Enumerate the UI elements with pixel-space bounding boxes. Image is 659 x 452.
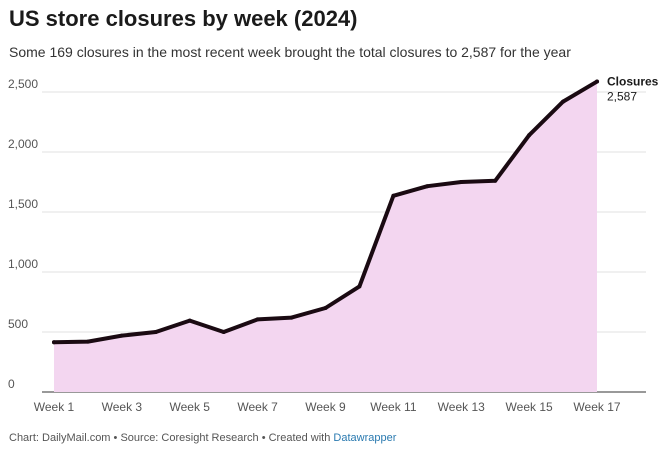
y-tick-label: 1,500 — [8, 197, 38, 211]
series-end-value: 2,587 — [607, 90, 637, 104]
data-point — [459, 180, 464, 184]
data-point — [187, 318, 192, 323]
y-tick-label: 2,500 — [8, 77, 38, 91]
data-point — [153, 330, 158, 334]
x-tick-label: Week 15 — [506, 400, 553, 414]
x-tick-label: Week 3 — [102, 400, 143, 414]
data-point — [357, 284, 362, 289]
footer-source-label: Source: — [120, 432, 162, 444]
chart-footer: Chart: DailyMail.com • Source: Coresight… — [9, 432, 396, 444]
data-point — [595, 79, 599, 84]
y-tick-label: 500 — [8, 317, 28, 331]
y-tick-label: 2,000 — [8, 137, 38, 151]
datawrapper-link[interactable]: Datawrapper — [333, 432, 397, 444]
data-point — [527, 133, 532, 138]
x-axis-ticks: Week 1 Week 3 Week 5 Week 7 Week 9 Week 11 Wee… — [34, 400, 621, 414]
footer-created-label: Created with — [268, 432, 334, 444]
x-tick-label: Week 9 — [305, 400, 346, 414]
chart-subtitle: Some 169 closures in the most recent wee… — [9, 44, 571, 60]
area-fill-layer — [54, 81, 597, 392]
footer-separator: • — [258, 432, 269, 444]
data-point — [52, 340, 56, 345]
data-point — [493, 178, 498, 183]
footer-source-name: Coresight Research — [161, 432, 259, 444]
data-point — [425, 184, 430, 189]
chart-title: US store closures by week (2024) — [9, 6, 358, 31]
x-tick-label: Week 1 — [34, 400, 75, 414]
data-point — [391, 193, 396, 198]
x-tick-label: Week 7 — [237, 400, 278, 414]
footer-chart-source: DailyMail.com — [42, 432, 111, 444]
series-end-label: Closures — [607, 75, 659, 89]
y-tick-label: 1,000 — [8, 257, 38, 271]
x-tick-label: Week 13 — [438, 400, 485, 414]
series-line-layer — [52, 79, 599, 345]
y-axis-ticks: 0 500 1,000 1,500 2,000 2,500 — [8, 77, 38, 391]
data-point — [85, 339, 90, 344]
x-tick-label: Week 11 — [370, 400, 417, 414]
x-tick-label: Week 17 — [573, 400, 620, 414]
data-point — [221, 330, 226, 334]
data-point — [561, 99, 566, 104]
area-fill — [54, 81, 597, 392]
footer-chart-label: Chart: — [9, 432, 43, 444]
data-point — [289, 315, 294, 320]
data-point — [323, 306, 328, 310]
data-point — [255, 317, 260, 322]
data-point — [119, 333, 124, 338]
x-tick-label: Week 5 — [170, 400, 211, 414]
footer-separator: • — [110, 432, 121, 444]
y-tick-label: 0 — [8, 377, 15, 391]
